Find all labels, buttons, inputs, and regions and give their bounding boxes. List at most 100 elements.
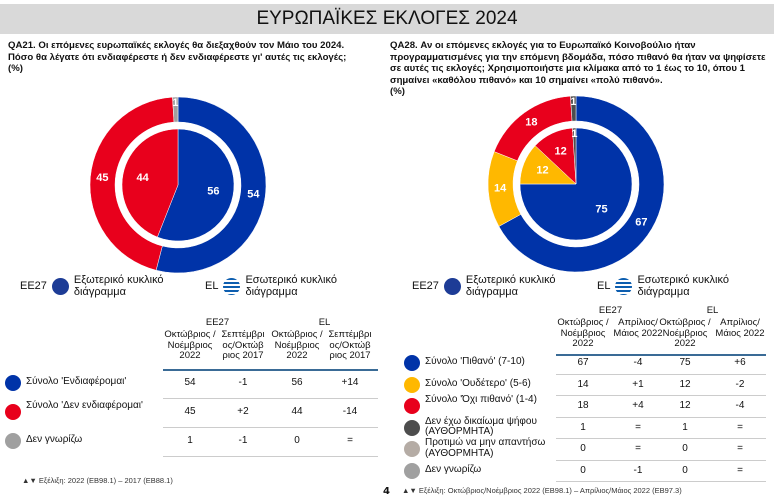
- page-number: 4: [383, 486, 390, 497]
- qa28-inner-label-1: 12: [536, 165, 548, 177]
- header-rule-ee27: [163, 369, 271, 371]
- page-title: ΕΥΡΩΠΑΪΚΕΣ ΕΚΛΟΓΕΣ 2024: [0, 4, 774, 34]
- row-divider: [658, 438, 766, 440]
- question-text: QA28. Αν οι επόμενες εκλογές για το Ευρω…: [390, 40, 766, 86]
- row-label: Δεν έχω δικαίωμα ψήφου (ΑΥΘΟΡΜΗΤΑ): [425, 415, 537, 437]
- row-label: Δεν γνωρίζω: [26, 434, 83, 445]
- legend-ee27-text: Εξωτερικό κυκλικό διάγραμμα: [73, 274, 164, 298]
- row-divider: [163, 426, 271, 428]
- cell-ee27-diff: +1: [632, 378, 644, 390]
- cell-ee27: 45: [184, 406, 196, 417]
- column-header: Οκτώβριος /Νοέμβριος 2022: [271, 329, 323, 361]
- cell-ee27: 18: [577, 400, 589, 411]
- row-divider: [658, 459, 766, 461]
- qa28-inner-slice-3: [572, 127, 577, 185]
- legend-ee27: EE27 Εξωτερικό κυκλικό διάγραμμα: [20, 274, 174, 298]
- cell-el-diff: +6: [734, 357, 746, 368]
- legend-el: EL Εσωτερικό κυκλικό διάγραμμα: [597, 274, 737, 298]
- cell-el: 0: [294, 435, 300, 446]
- qa21-inner-label-1: 44: [137, 172, 150, 184]
- cell-ee27-diff: -1: [238, 435, 248, 446]
- legend-ee27: EE27 Εξωτερικό κυκλικό διάγραμμα: [412, 274, 566, 298]
- column-header: Οκτώβριος /Νοέμβριος 2022: [659, 317, 711, 349]
- cell-el: 1: [682, 421, 688, 433]
- header-rule-ee27: [556, 354, 664, 356]
- cell-ee27: 1: [580, 421, 586, 433]
- column-header: Οκτώβριος /Νοέμβριος 2022: [557, 317, 609, 349]
- qa21-outer-slice-2: [172, 96, 179, 123]
- row-divider: [270, 426, 378, 428]
- eu-flag-icon: [443, 277, 461, 295]
- legend-dot-icon: [5, 375, 21, 391]
- row-label: Προτιμώ να μην απαντήσω (ΑΥΘΟΡΜΗΤΑ): [425, 437, 546, 459]
- legend-ee27-label: EE27: [412, 280, 439, 292]
- qa28-outer-label-1: 14: [494, 183, 507, 195]
- qa21-outer-label-2: 1: [172, 97, 178, 109]
- qa21-outer-slice-1: [89, 96, 175, 271]
- legend-ee27-text: Εξωτερικό κυκλικό διάγραμμα: [465, 274, 556, 298]
- row-divider: [556, 416, 664, 418]
- row-divider: [556, 459, 664, 461]
- legend-dot-icon: [404, 376, 420, 393]
- header-rule-el: [658, 354, 766, 356]
- row-label: Σύνολο 'Πιθανό' (7-10): [425, 356, 525, 367]
- cell-el-diff: -14: [342, 406, 358, 417]
- left-donut-chart: 54 45 1 56 44: [89, 96, 267, 274]
- cell-ee27: 67: [577, 357, 589, 368]
- row-divider: [270, 455, 378, 457]
- left-footnote: ▲▼ Εξέλιξη: 2022 (EB98.1) – 2017 (EB88.1…: [22, 476, 173, 485]
- cell-el-diff: =: [737, 443, 743, 454]
- cell-ee27: 0: [580, 464, 586, 476]
- unit: (%): [390, 86, 405, 97]
- legend-dot-icon: [404, 355, 420, 371]
- row-divider: [658, 416, 766, 418]
- column-header: Απρίλιος/ Μάιος 2022: [613, 317, 663, 339]
- row-divider: [556, 395, 664, 397]
- legend-dot-icon: [404, 462, 420, 479]
- qa28-outer-label-3: 1: [570, 96, 576, 108]
- cell-ee27-diff: +2: [237, 406, 249, 417]
- qa28-outer-slice-3: [570, 95, 577, 122]
- cell-ee27-diff: -1: [633, 464, 643, 476]
- greek-flag-icon: [223, 277, 241, 295]
- header-ee27: EE27: [598, 305, 623, 316]
- qa21-outer-label-0: 54: [247, 188, 260, 200]
- row-divider: [658, 373, 766, 375]
- cell-el: 12: [679, 378, 691, 390]
- cell-ee27-diff: -1: [238, 377, 248, 388]
- right-question: QA28. Αν οι επόμενες εκλογές για το Ευρω…: [390, 40, 770, 98]
- row-divider: [658, 481, 766, 483]
- column-header: Σεπτέμβρι ος/Οκτώβ ριος 2017: [221, 329, 265, 361]
- qa21-inner-slice-0: [157, 128, 235, 242]
- qa21-outer-slice-0: [155, 96, 267, 274]
- legend-dot-icon: [5, 433, 21, 449]
- column-header: Οκτώβριος /Νοέμβριος 2022: [164, 329, 216, 361]
- legend-dot-icon: [404, 419, 420, 436]
- legend-el: EL Εσωτερικό κυκλικό διάγραμμα: [205, 274, 345, 298]
- header-el: EL: [318, 317, 331, 328]
- cell-ee27: 1: [187, 435, 193, 446]
- row-label: Δεν γνωρίζω: [425, 463, 482, 475]
- qa21-inner-label-0: 56: [207, 186, 219, 198]
- cell-el: 44: [291, 406, 303, 417]
- row-divider: [556, 373, 664, 375]
- cell-el-diff: +14: [341, 377, 359, 388]
- cell-el-diff: =: [737, 421, 743, 433]
- cell-el: 56: [291, 377, 303, 388]
- qa28-inner-label-3: 1: [571, 128, 577, 140]
- legend-ee27-label: EE27: [20, 280, 47, 292]
- legend-dot-icon: [404, 398, 420, 414]
- qa28-inner-slice-0: [519, 127, 633, 241]
- cell-ee27-diff: -4: [633, 357, 643, 368]
- row-divider: [163, 397, 271, 399]
- cell-el: 12: [679, 400, 691, 411]
- header-ee27: EE27: [205, 317, 230, 328]
- row-divider: [556, 438, 664, 440]
- row-label: Σύνολο 'Ουδέτερο' (5-6): [425, 377, 531, 389]
- qa28-outer-label-0: 67: [635, 217, 647, 229]
- row-divider: [163, 455, 271, 457]
- cell-el: 0: [682, 443, 688, 454]
- legend-dot-icon: [5, 404, 21, 420]
- cell-ee27-diff: =: [635, 443, 641, 454]
- row-label: Σύνολο 'Δεν ενδιαφέρομαι': [26, 400, 143, 411]
